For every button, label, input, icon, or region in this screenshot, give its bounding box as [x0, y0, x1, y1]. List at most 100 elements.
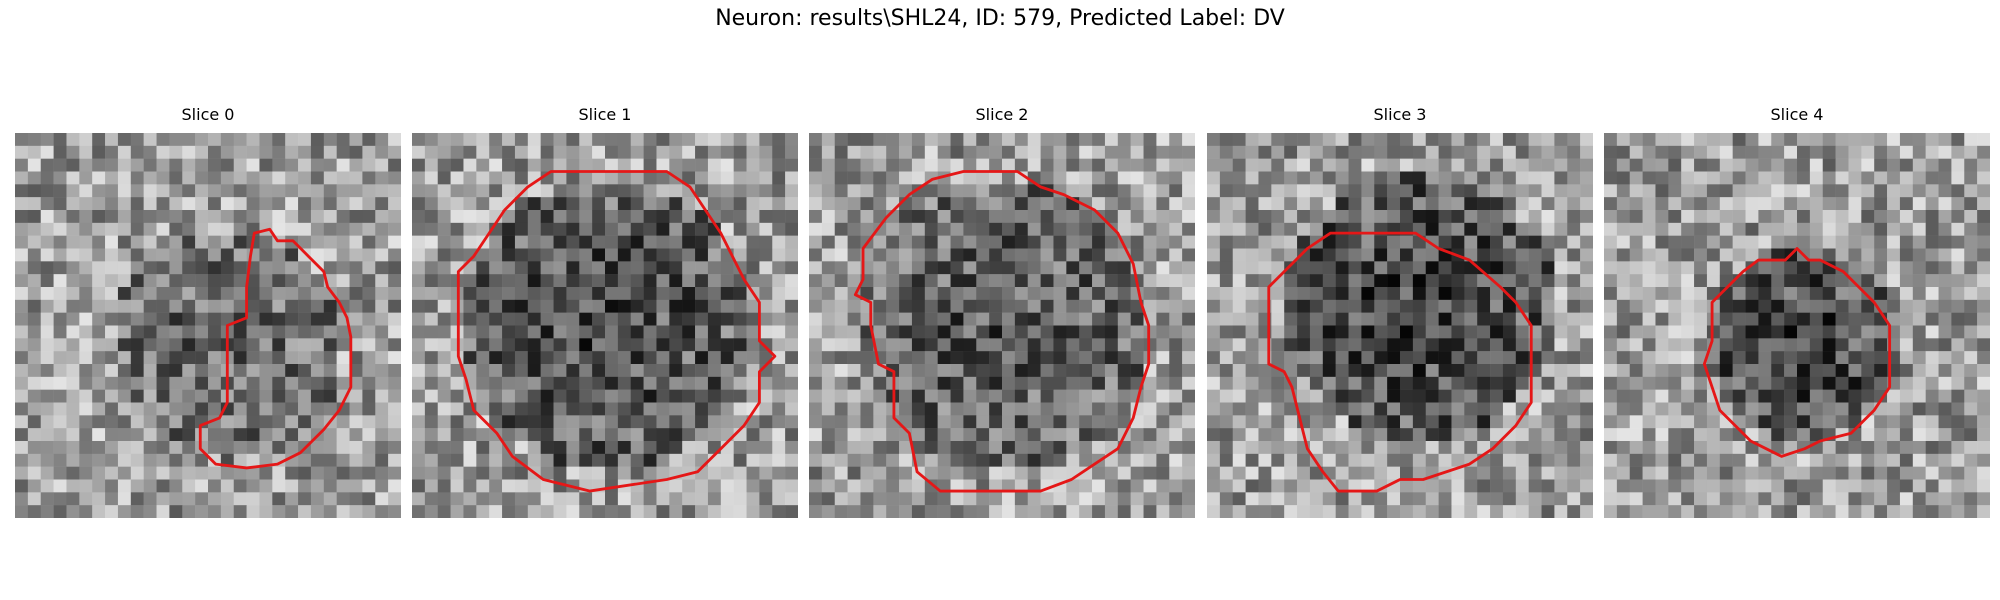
pixel: [1464, 145, 1478, 159]
pixel: [847, 197, 861, 211]
pixel: [1567, 492, 1581, 506]
pixel: [746, 364, 760, 378]
pixel: [1835, 338, 1849, 352]
pixel: [259, 479, 273, 493]
pixel: [1912, 325, 1926, 339]
pixel: [553, 492, 567, 506]
pixel: [1706, 466, 1721, 480]
pixel: [233, 441, 247, 455]
pixel: [540, 325, 554, 339]
pixel: [195, 171, 209, 185]
pixel: [1079, 338, 1093, 352]
pixel: [656, 171, 670, 185]
pixel: [182, 261, 196, 275]
pixel: [1861, 338, 1875, 352]
pixel: [1156, 312, 1170, 326]
pixel: [79, 287, 93, 301]
pixel: [1207, 479, 1221, 493]
pixel: [1554, 492, 1568, 506]
pixel: [821, 274, 835, 288]
pixel: [1169, 428, 1183, 442]
pixel: [208, 287, 222, 301]
pixel: [15, 351, 29, 365]
pixel: [208, 441, 222, 455]
pixel: [1169, 299, 1183, 313]
pixel: [1694, 325, 1708, 339]
pixel: [656, 364, 670, 378]
pixel: [1232, 402, 1246, 416]
pixel: [1977, 287, 1990, 301]
pixel: [1284, 479, 1298, 493]
pixel: [553, 210, 567, 224]
pixel: [1182, 338, 1195, 352]
pixel: [527, 133, 541, 147]
pixel: [1925, 389, 1939, 403]
pixel: [989, 171, 1003, 185]
pixel: [592, 171, 606, 185]
pixel: [1784, 466, 1798, 480]
pixel: [1335, 248, 1349, 262]
pixel: [937, 287, 951, 301]
pixel: [1348, 505, 1362, 518]
pixel: [1541, 376, 1555, 390]
pixel: [873, 466, 887, 480]
pixel: [1502, 222, 1517, 236]
pixel: [375, 210, 389, 224]
pixel: [1706, 235, 1721, 249]
pixel: [1271, 325, 1285, 339]
pixel: [1040, 402, 1054, 416]
pixel: [1809, 351, 1823, 365]
pixel: [873, 171, 887, 185]
pixel: [195, 235, 209, 249]
pixel: [514, 402, 529, 416]
pixel: [1169, 338, 1183, 352]
pixel: [1425, 261, 1439, 275]
pixel: [1477, 145, 1491, 159]
pixel: [989, 133, 1003, 147]
pixel: [285, 351, 299, 365]
pixel: [1182, 158, 1195, 172]
pixel: [566, 171, 580, 185]
pixel: [40, 299, 54, 313]
pixel: [412, 158, 426, 172]
pixel: [937, 210, 951, 224]
pixel: [208, 210, 222, 224]
pixel: [821, 235, 835, 249]
pixel: [720, 222, 734, 236]
pixel: [1425, 453, 1439, 467]
pixel: [437, 197, 451, 211]
pixel: [143, 351, 157, 365]
pixel: [579, 197, 593, 211]
pixel: [785, 184, 798, 198]
pixel: [963, 312, 977, 326]
pixel: [388, 441, 401, 455]
pixel: [1887, 453, 1901, 467]
pixel: [540, 338, 554, 352]
pixel: [1502, 364, 1517, 378]
pixel: [950, 441, 964, 455]
pixel: [1092, 235, 1106, 249]
pixel: [924, 453, 938, 467]
pixel: [208, 235, 222, 249]
pixel: [1232, 145, 1246, 159]
pixel: [285, 235, 299, 249]
pixel: [630, 145, 644, 159]
pixel: [437, 312, 451, 326]
pixel: [1616, 261, 1630, 275]
pixel: [195, 479, 209, 493]
pixel: [592, 364, 606, 378]
pixel: [1040, 325, 1054, 339]
pixel: [1655, 197, 1669, 211]
pixel: [937, 274, 951, 288]
pixel: [233, 364, 247, 378]
pixel: [285, 222, 299, 236]
pixel: [911, 428, 926, 442]
pixel: [1604, 287, 1618, 301]
pixel: [566, 299, 580, 313]
pixel: [1541, 325, 1555, 339]
pixel: [1809, 415, 1823, 429]
pixel: [1156, 210, 1170, 224]
pixel: [92, 248, 106, 262]
pixel: [1745, 299, 1759, 313]
pixel: [785, 453, 798, 467]
